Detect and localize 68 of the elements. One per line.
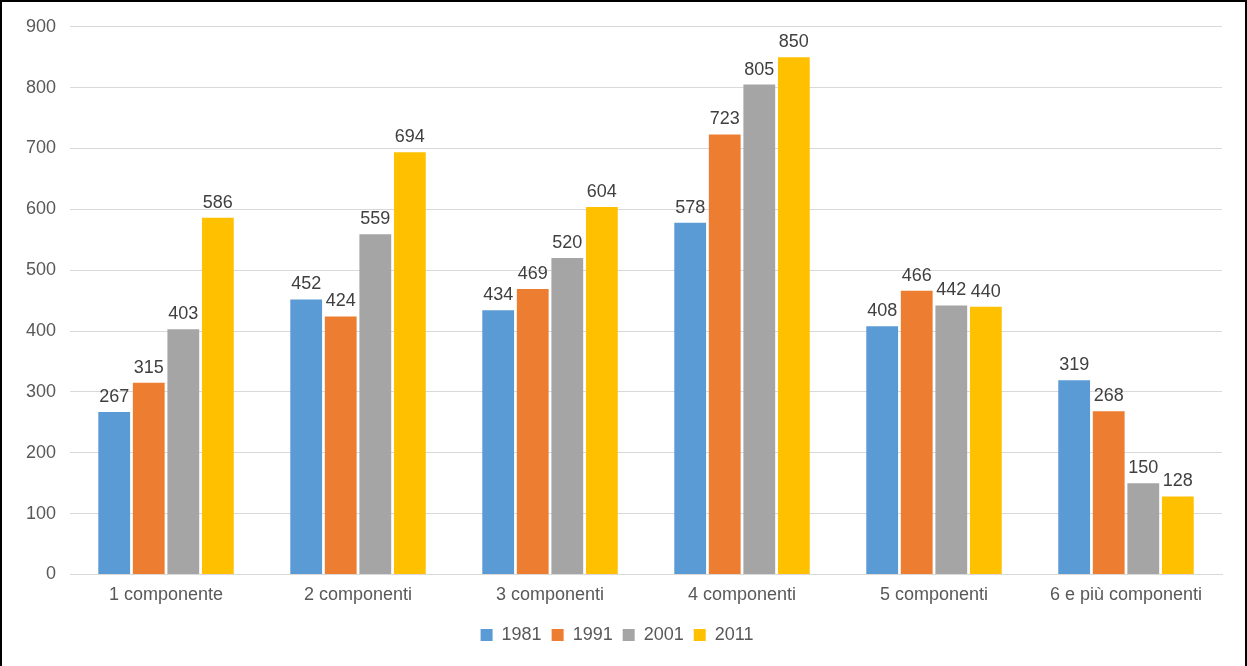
data-label: 268	[1093, 385, 1124, 406]
bar	[1161, 496, 1194, 574]
bar	[290, 299, 323, 574]
legend-label: 1981	[501, 623, 542, 644]
data-label: 319	[1059, 354, 1090, 375]
data-label: 604	[586, 180, 617, 201]
y-tick-label: 200	[25, 441, 57, 462]
bar	[1058, 380, 1091, 574]
data-label: 403	[168, 303, 199, 324]
data-label: 805	[744, 58, 775, 79]
legend-label: 1991	[572, 623, 613, 644]
data-label: 440	[970, 280, 1001, 301]
data-label: 520	[552, 231, 583, 252]
x-tick-label: 5 componenti	[879, 584, 989, 605]
x-tick-label: 6 e più componenti	[1049, 584, 1203, 605]
bar	[482, 310, 515, 574]
x-tick-label: 3 componenti	[495, 584, 605, 605]
y-tick-label: 500	[25, 259, 57, 280]
data-label: 723	[709, 108, 740, 129]
data-label: 315	[133, 356, 164, 377]
data-label: 586	[202, 191, 233, 212]
bar	[324, 316, 357, 574]
bar	[935, 305, 968, 574]
data-label: 578	[675, 196, 706, 217]
data-label: 469	[517, 263, 548, 284]
bar	[585, 206, 618, 574]
bar	[1092, 411, 1125, 574]
bar	[743, 84, 776, 574]
data-label: 128	[1162, 470, 1193, 491]
x-tick-label: 4 componenti	[687, 584, 797, 605]
bar	[969, 306, 1002, 574]
bar	[393, 152, 426, 574]
bar	[1127, 483, 1160, 574]
bar	[777, 57, 810, 574]
bar	[132, 382, 165, 574]
data-label: 150	[1128, 457, 1159, 478]
bar	[900, 290, 933, 574]
x-tick-label: 1 componente	[108, 584, 224, 605]
data-label: 424	[325, 290, 356, 311]
data-label: 408	[867, 300, 898, 321]
bar	[674, 222, 707, 574]
y-tick-label: 600	[25, 198, 57, 219]
bar	[516, 289, 549, 574]
y-tick-label: 900	[25, 15, 57, 36]
y-tick-label: 400	[25, 319, 57, 340]
bar	[866, 326, 899, 574]
data-label: 452	[291, 273, 322, 294]
x-tick-label: 2 componenti	[303, 584, 413, 605]
data-label: 559	[360, 208, 391, 229]
y-tick-label: 800	[25, 76, 57, 97]
y-tick-label: 100	[25, 502, 57, 523]
bar	[98, 411, 131, 574]
bar	[167, 329, 200, 574]
bar	[359, 234, 392, 574]
data-label: 267	[99, 385, 130, 406]
data-label: 694	[394, 126, 425, 147]
bar	[551, 258, 584, 574]
data-label: 466	[901, 264, 932, 285]
bar	[708, 134, 741, 574]
y-tick-label: 0	[46, 563, 57, 584]
legend-label: 2001	[643, 623, 684, 644]
data-label: 434	[483, 284, 514, 305]
bar	[201, 217, 234, 574]
data-label: 442	[936, 279, 967, 300]
y-tick-label: 300	[25, 380, 57, 401]
legend-label: 2011	[714, 623, 754, 644]
data-label: 850	[778, 31, 809, 52]
y-tick-label: 700	[25, 137, 57, 158]
